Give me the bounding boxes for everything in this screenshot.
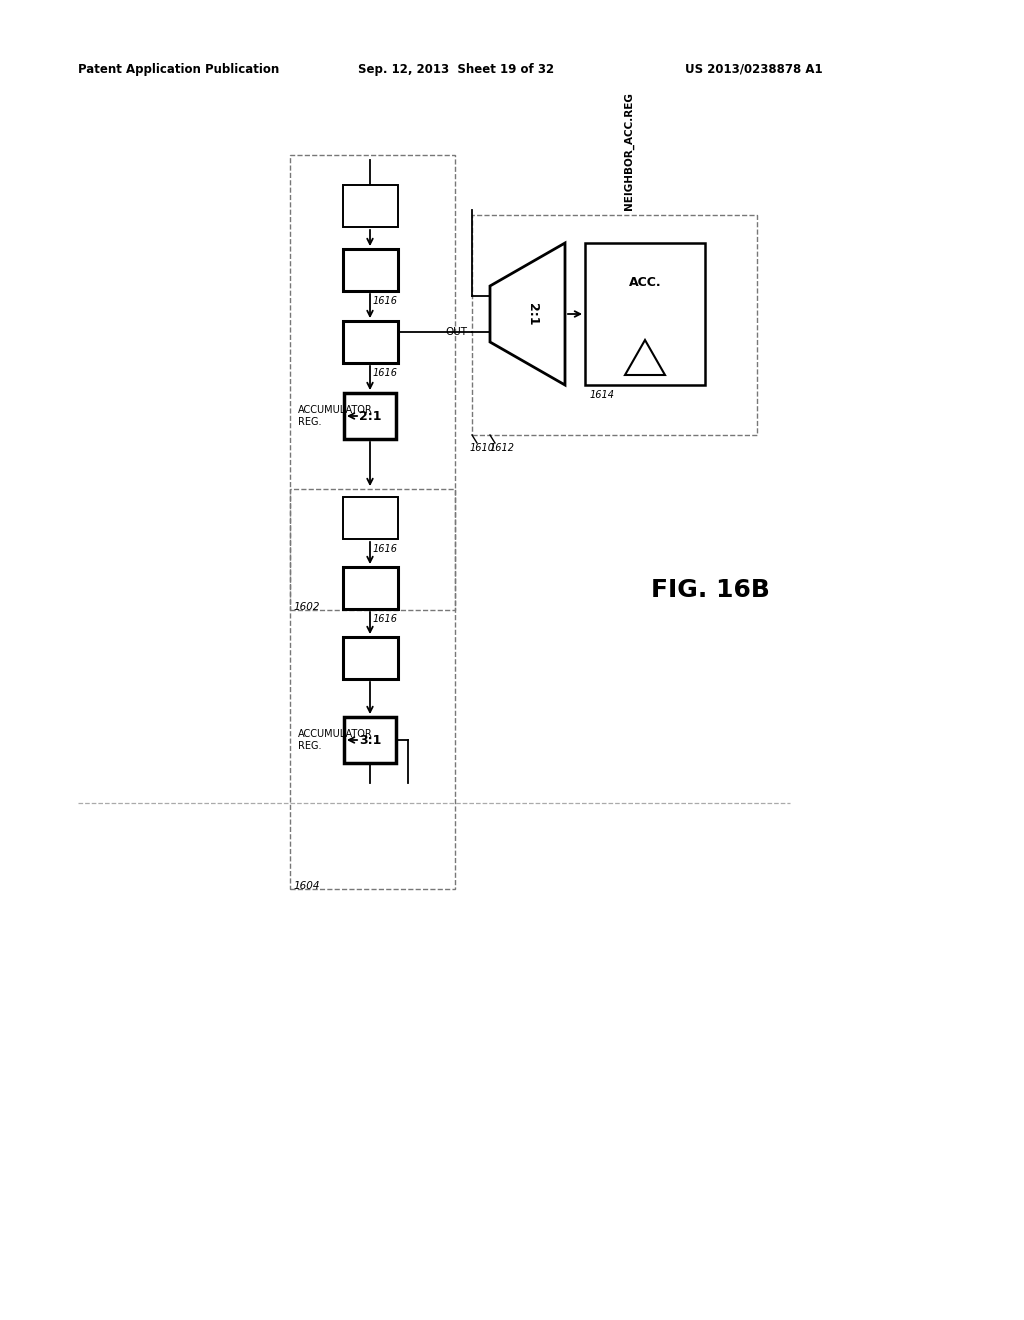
Text: ACCUMULATOR
REG.: ACCUMULATOR REG. [298,405,373,426]
Text: 1616: 1616 [373,296,398,306]
Text: 1614: 1614 [590,389,615,400]
Text: ACC.: ACC. [629,276,662,289]
Text: ACCUMULATOR
REG.: ACCUMULATOR REG. [298,729,373,751]
Text: 1616: 1616 [373,614,398,624]
Text: 1616: 1616 [373,368,398,378]
Bar [290,488,455,888]
Text: 1612: 1612 [490,444,515,453]
Text: FIG. 16B: FIG. 16B [650,578,769,602]
Text: OUT: OUT [445,327,467,337]
Bar [343,321,398,363]
Bar [343,498,398,539]
Bar [343,249,398,290]
Bar [343,185,398,227]
Text: Patent Application Publication: Patent Application Publication [78,63,280,77]
Text: US 2013/0238878 A1: US 2013/0238878 A1 [685,63,822,77]
Bar [585,243,705,385]
Text: Sep. 12, 2013  Sheet 19 of 32: Sep. 12, 2013 Sheet 19 of 32 [358,63,554,77]
Bar [344,717,396,763]
Bar [343,568,398,609]
Polygon shape [490,243,565,385]
Text: 1602: 1602 [293,602,319,612]
Bar [344,393,396,440]
Text: 2:1: 2:1 [525,302,539,325]
Text: 1610: 1610 [470,444,495,453]
Polygon shape [625,341,665,375]
Text: 1604: 1604 [293,880,319,891]
Bar [290,154,455,610]
Text: NEIGHBOR_ACC.REG: NEIGHBOR_ACC.REG [624,92,634,210]
Bar [343,638,398,678]
Bar [472,215,757,436]
Text: 3:1: 3:1 [358,734,381,747]
Text: 1616: 1616 [373,544,398,554]
Text: 2:1: 2:1 [358,409,381,422]
